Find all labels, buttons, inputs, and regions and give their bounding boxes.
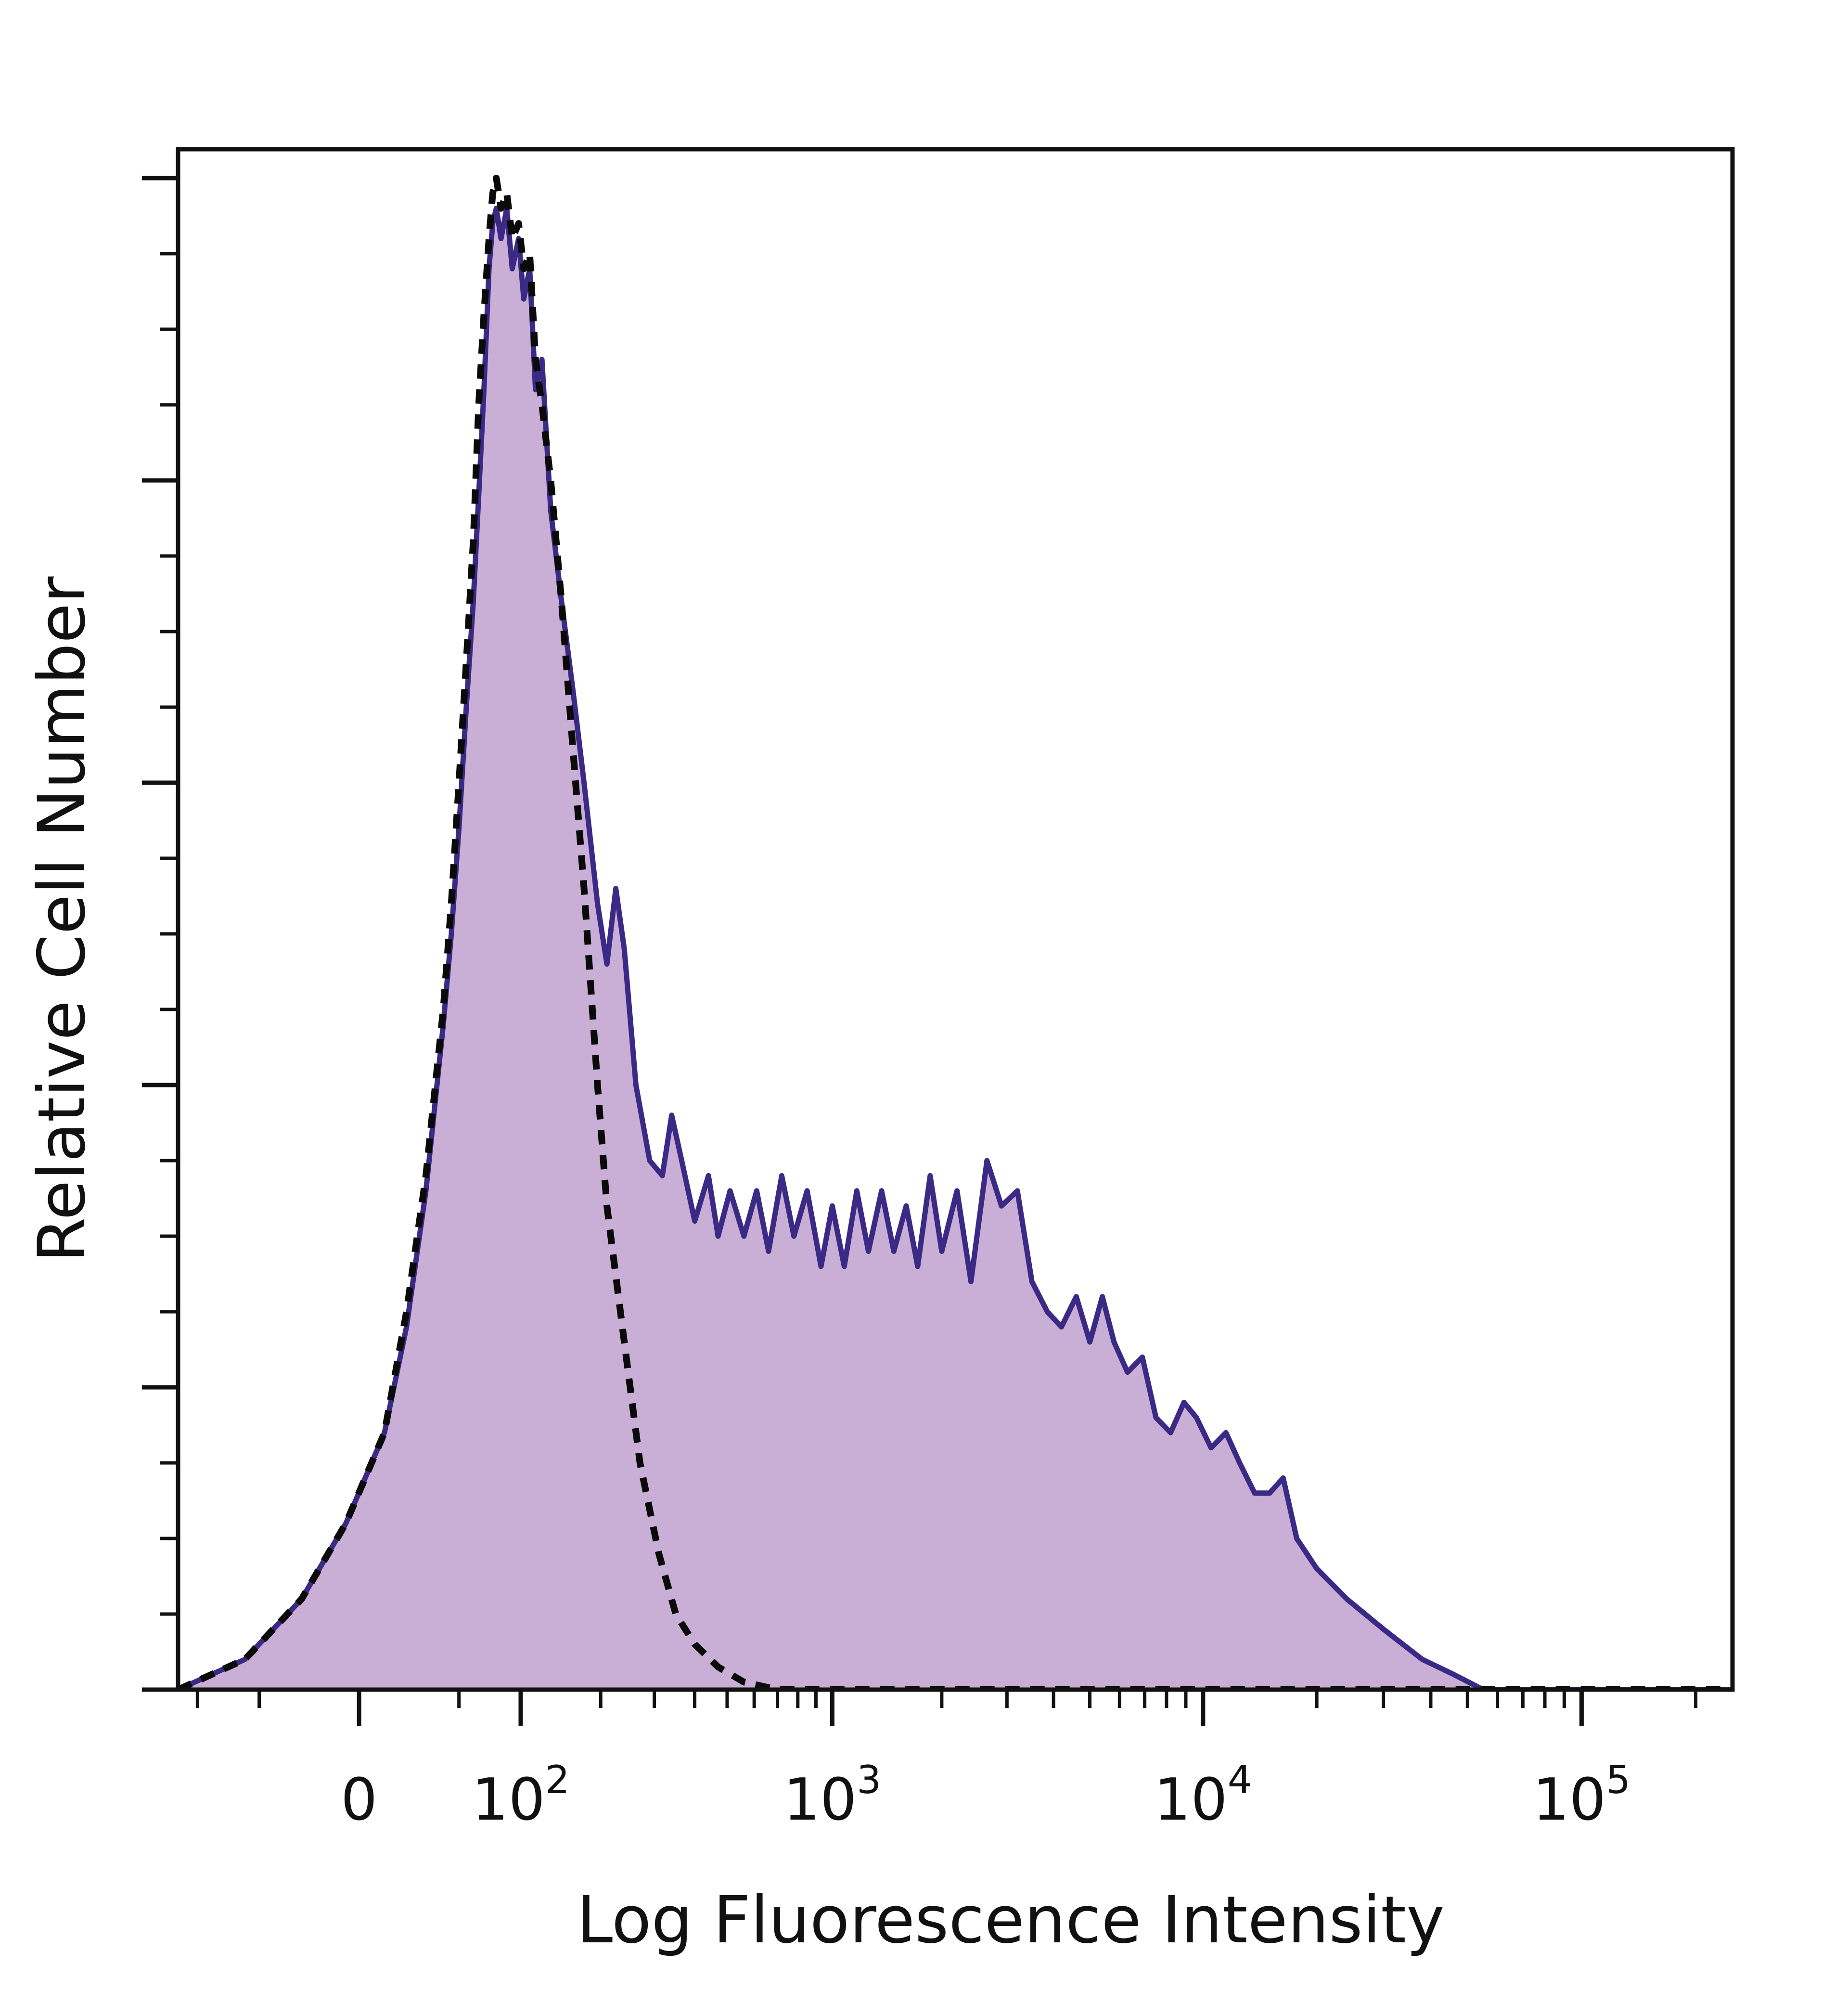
x-tick-label: 0 (341, 1767, 377, 1834)
plot-frame (176, 147, 1735, 1692)
plot-area (178, 175, 1732, 1690)
x-axis-label: Log Fluorescence Intensity (577, 1882, 1445, 1958)
x-tick-label: 102 (472, 1757, 570, 1834)
series-line-control (178, 175, 1732, 1690)
series-fill-stained (178, 208, 1732, 1690)
x-tick-label: 105 (1533, 1757, 1631, 1834)
axes: 0 102 103 104 105 (142, 176, 1698, 1834)
y-axis-label: Relative Cell Number (24, 576, 100, 1262)
x-tick-label: 104 (1154, 1757, 1252, 1834)
x-tick-label: 103 (783, 1757, 882, 1834)
